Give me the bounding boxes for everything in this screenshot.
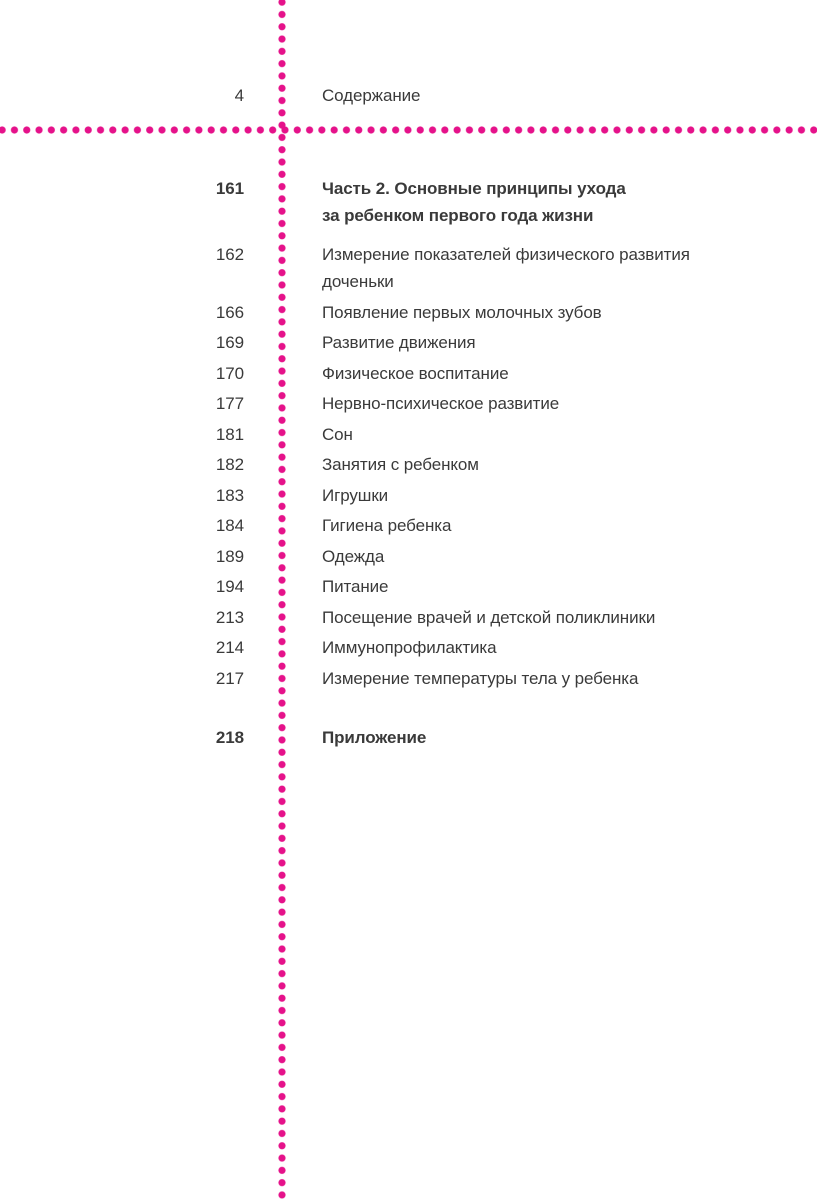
toc-entry-title: Игрушки [322,485,389,505]
toc-entry-title: Занятия с ребенком [322,455,479,474]
toc-entry-page-number: 214 [215,638,244,657]
toc-entry-page-number: 182 [215,455,244,474]
toc-row: 213 Посещение врачей и детской поликлини… [0,604,817,631]
toc-row: 189 Одежда [0,543,817,570]
toc-row: 182 Занятия с ребенком [0,451,817,478]
toc-entry-title: Появление первых молочных зубов [322,302,602,322]
toc-row: 217 Измерение температуры тела у ребенка [0,665,817,692]
toc-entry-title: Посещение врачей и детской поликлиники [322,607,656,627]
toc-entry-page-number: 177 [215,394,244,413]
toc-row: 166 Появление первых молочных зубов [0,299,817,326]
toc-entry-title: Развитие движения [322,333,476,352]
toc-row: 218 Приложение [0,724,817,751]
toc-entry-title: Иммунопрофилактика [322,638,497,657]
toc-entry-title: Одежда [322,546,385,566]
toc-entry-page-number: 184 [215,516,244,535]
toc-entry-page-number: 183 [215,485,244,505]
running-page-number: 4 [234,86,244,105]
toc-entry-page-number: 169 [215,333,244,352]
toc-entry-page-number: 162 [215,245,244,264]
toc-entry-title: Питание [322,577,389,596]
toc-entry-page-number: 189 [215,546,244,566]
toc-entry-page-number: 217 [215,668,244,688]
toc-row: 184 Гигиена ребенка [0,512,817,539]
running-header-title: Содержание [322,86,421,105]
toc-entry-title: Приложение [322,727,427,747]
toc-entry-title: Гигиена ребенка [322,516,452,535]
toc-entry-title: Сон [322,424,353,444]
toc-row: 169 Развитие движения [0,329,817,356]
toc-entry-page-number: 194 [215,577,244,596]
toc-row: 177 Нервно-психическое развитие [0,390,817,417]
toc-row: 214 Иммунопрофилактика [0,634,817,661]
toc-entry-page-number: 181 [215,424,244,444]
toc-entry-page-number: 218 [215,727,244,747]
toc-entry-page-number: 161 [215,179,244,198]
toc-row: 170 Физическое воспитание [0,360,817,387]
toc-entry-title: Измерение температуры тела у ребенка [322,668,639,688]
toc-row: 183 Игрушки [0,482,817,509]
toc-entry-title: Измерение показателей физического развит… [322,245,690,291]
toc-row: 194 Питание [0,573,817,600]
toc-entry-title: Физическое воспитание [322,363,509,383]
horizontal-dotted-divider [0,126,817,134]
toc-entry-page-number: 166 [215,302,244,322]
toc-row: 161 Часть 2. Основные принципы ухода за … [0,175,817,229]
toc-entry-page-number: 170 [215,363,244,383]
toc-row: 181 Сон [0,421,817,448]
toc-row: 162 Измерение показателей физического ра… [0,241,817,295]
toc-entry-title: Часть 2. Основные принципы ухода за ребе… [322,179,626,225]
toc-entry-title: Нервно-психическое развитие [322,394,560,413]
page-header: 4 Содержание [0,86,817,106]
table-of-contents: 161 Часть 2. Основные принципы ухода за … [0,143,817,763]
vertical-dotted-divider [278,0,286,1200]
toc-entry-page-number: 213 [215,607,244,627]
